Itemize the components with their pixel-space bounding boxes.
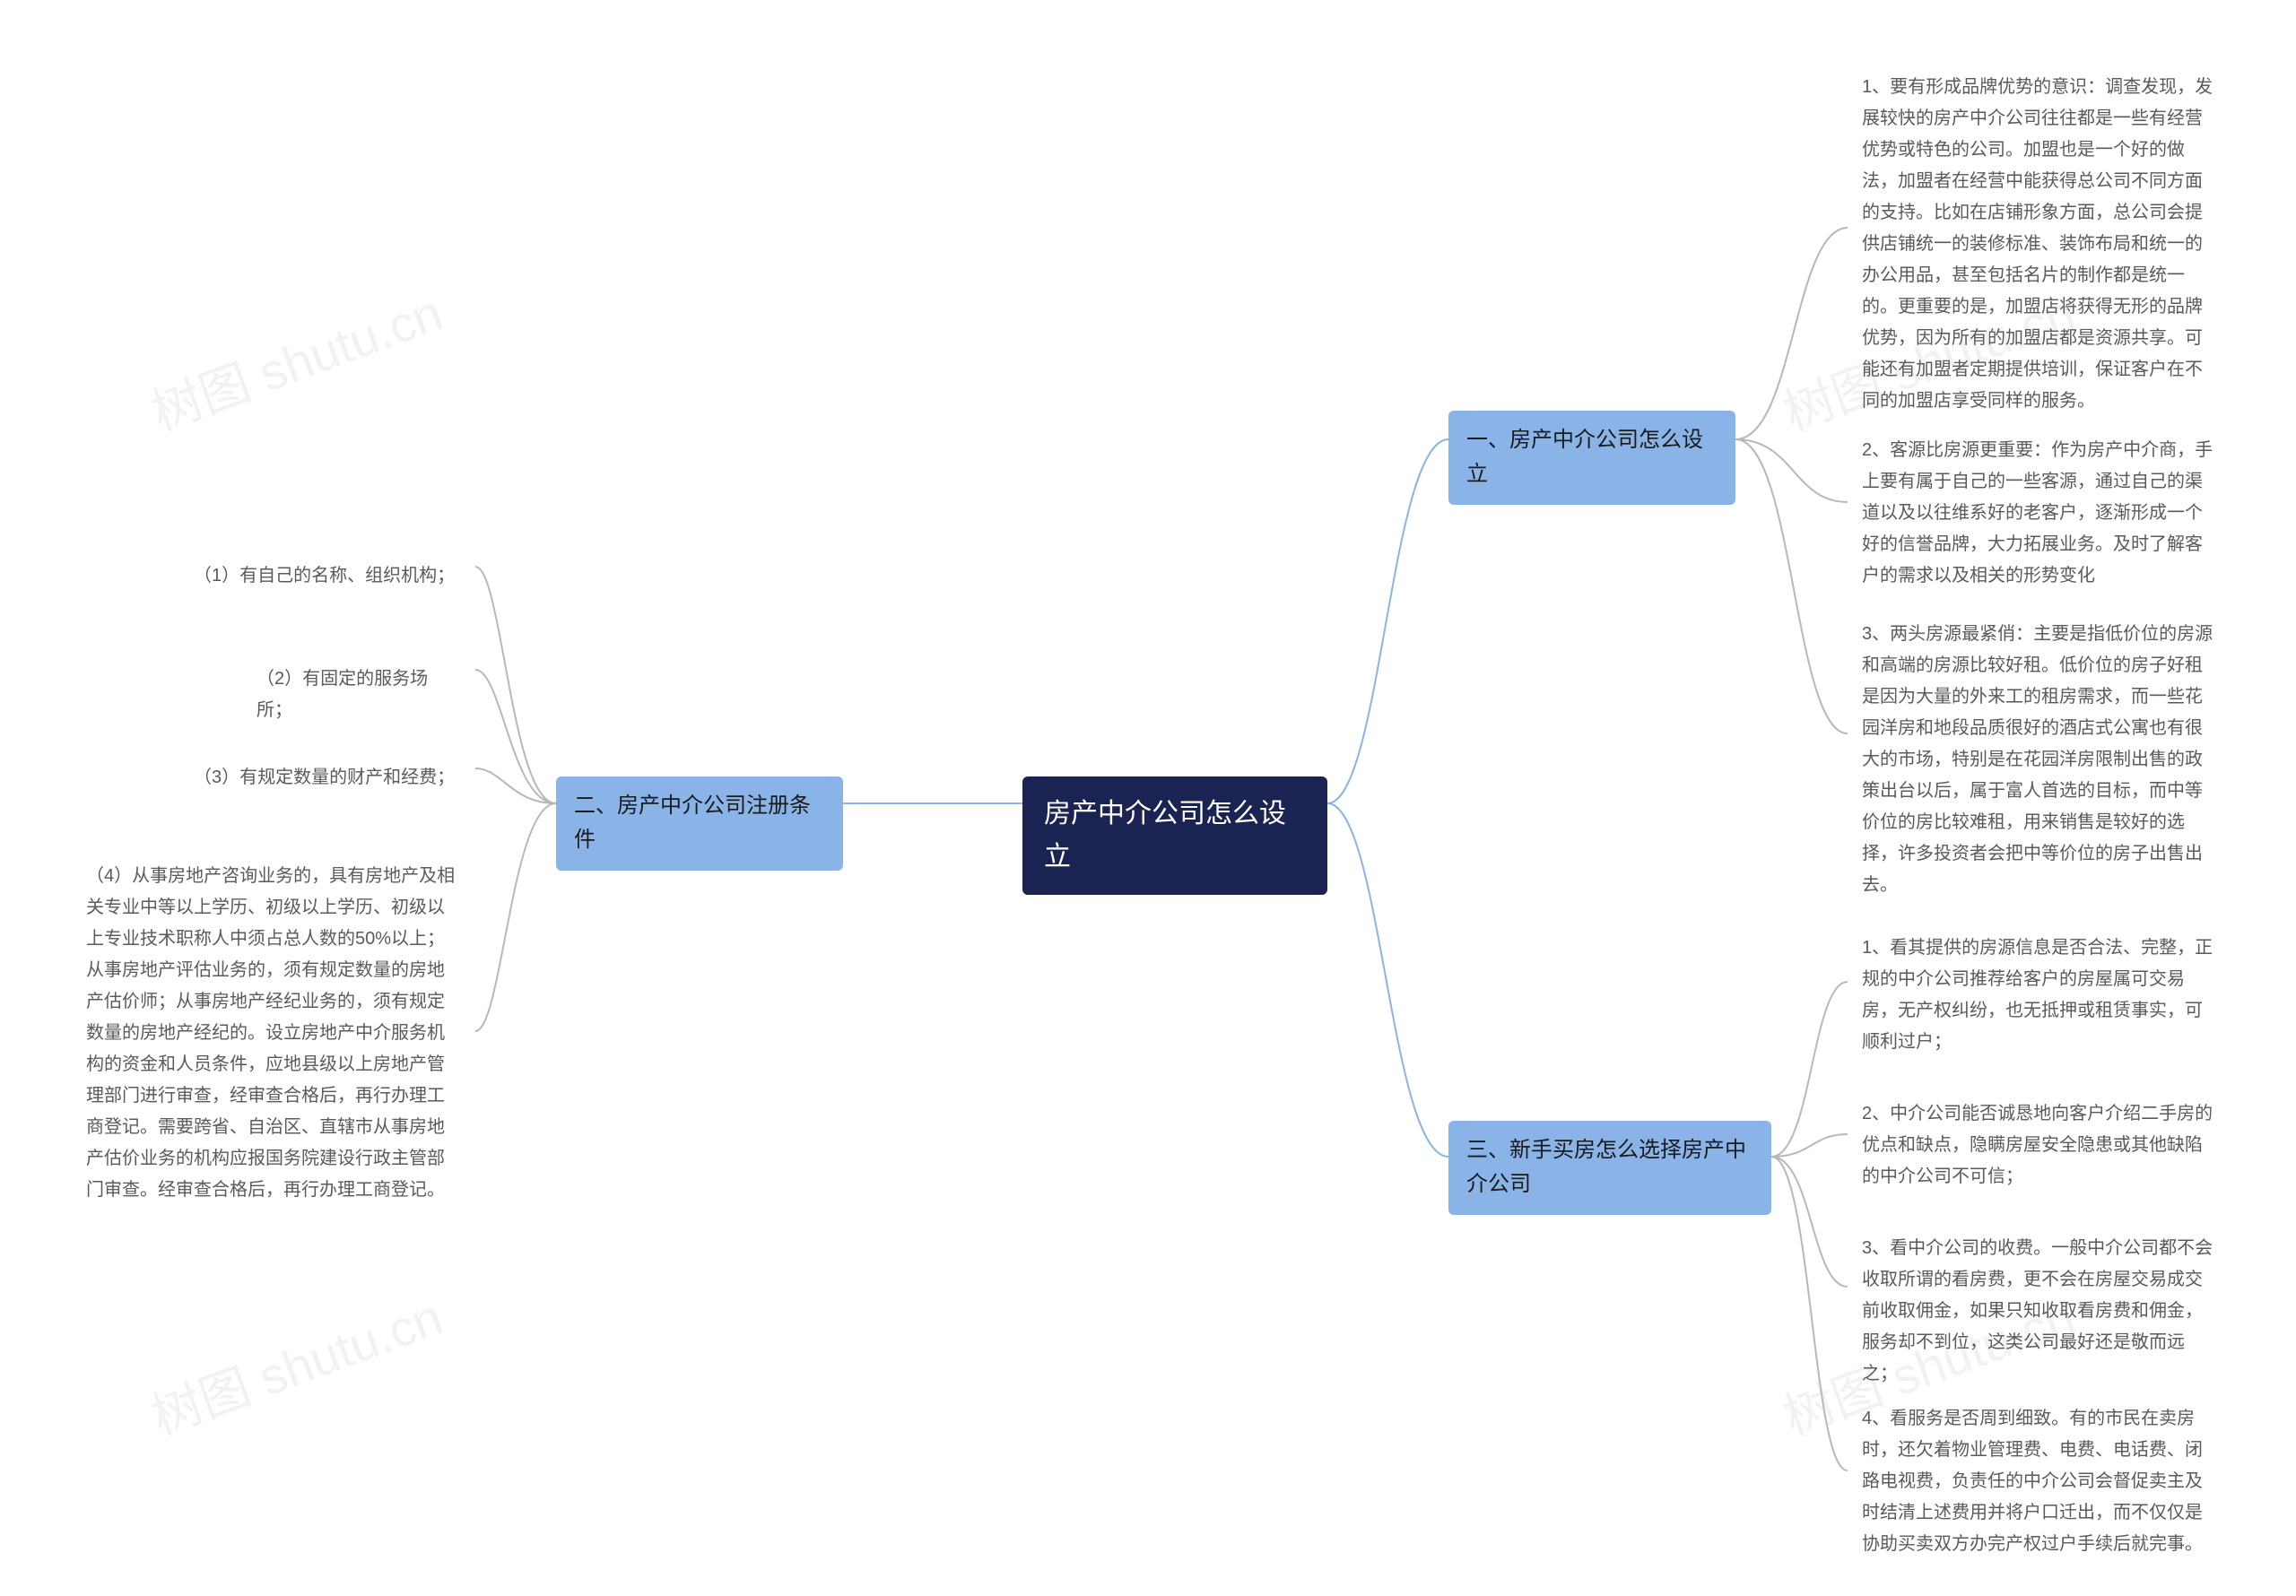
watermark: 树图 shutu.cn bbox=[140, 1277, 451, 1449]
leaf-node: 4、看服务是否周到细致。有的市民在卖房时，还欠着物业管理费、电费、电话费、闭路电… bbox=[1848, 1394, 2233, 1569]
branch-node-2[interactable]: 二、房产中介公司注册条件 bbox=[556, 776, 843, 871]
center-node[interactable]: 房产中介公司怎么设立 bbox=[1022, 776, 1327, 895]
leaf-node: 1、看其提供的房源信息是否合法、完整，正规的中介公司推荐给客户的房屋属可交易房，… bbox=[1848, 924, 2233, 1067]
leaf-node: 3、两头房源最紧俏：主要是指低价位的房源和高端的房源比较好租。低价位的房子好租是… bbox=[1848, 610, 2233, 910]
leaf-node: （4）从事房地产咨询业务的，具有房地产及相关专业中等以上学历、初级以上学历、初级… bbox=[72, 852, 475, 1215]
leaf-node: 1、要有形成品牌优势的意识：调查发现，发展较快的房产中介公司往往都是一些有经营优… bbox=[1848, 63, 2233, 426]
leaf-node: （3）有规定数量的财产和经费； bbox=[179, 753, 475, 802]
leaf-node: 3、看中介公司的收费。一般中介公司都不会收取所谓的看房费，更不会在房屋交易成交前… bbox=[1848, 1224, 2233, 1399]
branch-node-1[interactable]: 一、房产中介公司怎么设立 bbox=[1448, 411, 1735, 505]
watermark: 树图 shutu.cn bbox=[140, 273, 451, 445]
leaf-node: （2）有固定的服务场所； bbox=[242, 655, 475, 735]
leaf-node: 2、中介公司能否诚恳地向客户介绍二手房的优点和缺点，隐瞒房屋安全隐患或其他缺陷的… bbox=[1848, 1089, 2233, 1201]
leaf-node: 2、客源比房源更重要：作为房产中介商，手上要有属于自己的一些客源，通过自己的渠道… bbox=[1848, 426, 2233, 601]
branch-node-3[interactable]: 三、新手买房怎么选择房产中介公司 bbox=[1448, 1121, 1771, 1215]
leaf-node: （1）有自己的名称、组织机构； bbox=[179, 551, 475, 601]
